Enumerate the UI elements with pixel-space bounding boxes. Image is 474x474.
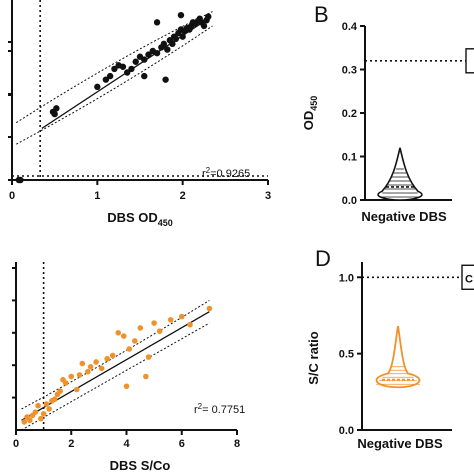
panel-d-y-label: S/C ratio	[306, 331, 321, 385]
panel-d-y-tick-label: 1.0	[339, 272, 354, 284]
panel-b-y-label: OD450	[301, 96, 319, 131]
panel-b-y-tick-label: 0.4	[342, 21, 358, 33]
panel-a-point	[177, 11, 185, 19]
panel-c-x-tick-label: 0	[13, 438, 19, 450]
panel-d-legend-glyph: C	[465, 273, 473, 285]
panel-c-point	[137, 325, 144, 331]
panel-a-point	[132, 58, 139, 65]
panel-c-point	[145, 354, 152, 360]
panel-c-point	[98, 365, 105, 372]
panel-a-point	[124, 69, 131, 76]
panel-a-point	[106, 72, 114, 80]
panel-c-point	[156, 328, 163, 334]
panel-c-point	[73, 386, 80, 393]
panel-c-point	[206, 305, 213, 312]
panel-a-point	[179, 33, 186, 40]
panel-c-point	[76, 372, 83, 378]
panel-c-point	[167, 317, 174, 323]
panel-c-point	[38, 415, 44, 422]
panel-a-point	[141, 72, 148, 80]
panel-c-point	[178, 313, 185, 320]
panel-a-x-tick-label: 0	[9, 190, 15, 202]
panel-c-point	[187, 321, 193, 328]
panel-c-fit-line	[21, 311, 210, 421]
panel-b-x-label: Negative DBS	[361, 209, 447, 224]
panel-c-point	[40, 411, 47, 417]
panel-c-point	[126, 346, 133, 352]
panel-a-ci-lower	[16, 25, 213, 145]
panel-c-point	[35, 402, 41, 409]
panel-a-point	[111, 65, 118, 73]
panel-a-point	[160, 40, 168, 48]
panel-c-x-tick-label: 4	[123, 438, 130, 450]
panel-a-point	[141, 56, 148, 63]
panel-a-point	[119, 63, 127, 70]
panel-c-point	[87, 364, 94, 370]
panel-a-x-label: DBS OD450	[107, 210, 173, 228]
panel-c-point	[85, 368, 91, 375]
panel-a-point	[51, 110, 58, 118]
panel-a-point	[164, 46, 171, 53]
panel-c-point	[32, 409, 39, 415]
panel-a-point	[17, 176, 24, 184]
panel-c-point	[131, 338, 138, 344]
panel-b-y-tick-label: 0.2	[342, 108, 357, 120]
panel-c-point	[151, 320, 157, 326]
panel-b-letter: B	[314, 2, 329, 27]
panel-a-point	[205, 13, 212, 20]
panel-c-point	[57, 388, 63, 394]
panel-c-point	[43, 401, 50, 407]
panel-c-point	[68, 373, 75, 380]
panel-c-point	[143, 373, 149, 380]
panel-b-cutoff-legend-box	[465, 48, 474, 74]
panel-d-y-tick-label: 0.0	[339, 425, 354, 437]
panel-a-point	[145, 51, 152, 58]
panel-d-cutoff-legend-box	[461, 264, 474, 290]
panel-a-x-tick-label: 3	[265, 190, 271, 202]
panel-a-point	[128, 65, 135, 73]
panel-a-point	[172, 35, 180, 43]
panel-c-point	[123, 383, 130, 390]
panel-c-x-tick-label: 8	[234, 438, 240, 450]
panel-c-point	[120, 333, 127, 339]
panel-a-x-tick-label: 2	[180, 190, 186, 202]
panel-c-point	[62, 380, 69, 386]
panel-c-ci-lower	[21, 322, 210, 431]
panel-b-y-tick-label: 0.1	[342, 152, 357, 164]
panel-a-point	[94, 83, 101, 91]
panel-d-violin	[375, 325, 421, 389]
panel-a-point	[153, 49, 161, 57]
panel-c-point	[79, 360, 86, 367]
panel-d-x-label: Negative DBS	[357, 436, 443, 451]
panel-c-point	[21, 419, 28, 425]
panel-d-letter: D	[315, 246, 331, 271]
panel-c-point	[51, 396, 58, 403]
panel-c-x-tick-label: 6	[179, 438, 185, 450]
panel-a-x-tick-label: 1	[94, 190, 100, 202]
panel-c-point	[104, 355, 110, 362]
panel-b-y-tick-label: 0.0	[342, 195, 357, 207]
panel-c-r2-annotation: r2= 0.7751	[194, 402, 245, 416]
panel-c-point	[46, 406, 52, 412]
panel-b-y-tick-label: 0.3	[342, 65, 357, 77]
panel-a-point	[53, 105, 60, 112]
panel-c-point	[109, 352, 116, 359]
panel-c-point	[115, 330, 122, 336]
panel-b-violin	[377, 147, 423, 201]
panel-d-y-tick-label: 0.5	[339, 349, 354, 361]
panel-a-point	[169, 40, 176, 48]
panel-a-point	[102, 76, 110, 83]
panel-a-point	[200, 22, 208, 30]
panel-c-point	[27, 417, 33, 424]
panel-c-x-tick-label: 2	[68, 438, 74, 450]
panel-c-point	[93, 359, 99, 365]
panel-c-x-label: DBS S/Co	[110, 458, 171, 473]
panel-a-point	[153, 19, 161, 26]
panel-a-point	[162, 76, 169, 83]
panel-a-r2-annotation: r2=0.9265	[202, 166, 250, 180]
